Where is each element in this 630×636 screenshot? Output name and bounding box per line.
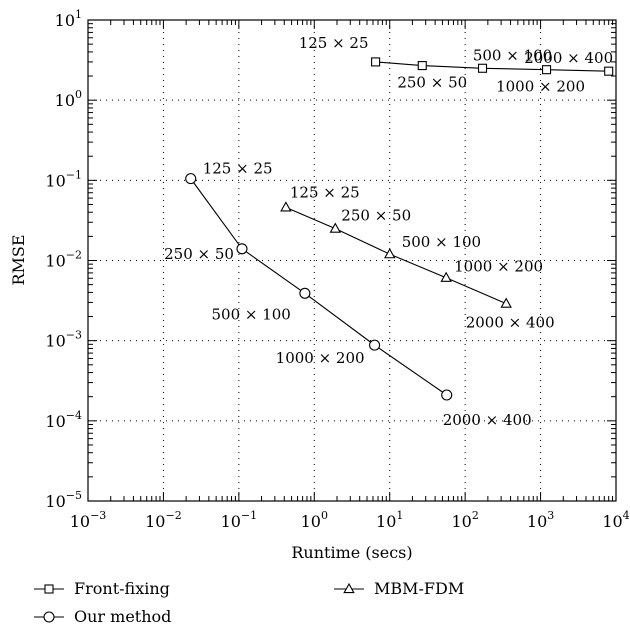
y-tick-label-exponent: −2: [66, 249, 82, 262]
y-tick-label: 10−5: [45, 489, 82, 511]
series-front-fixing: [371, 57, 614, 76]
legend-label: Our method: [74, 607, 171, 626]
y-tick-label: 10−4: [45, 409, 82, 431]
x-tick-label-exponent: 1: [396, 509, 403, 522]
point-label-our-method: 2000 × 400: [443, 411, 532, 429]
point-label-front-fixing: 125 × 25: [299, 34, 369, 52]
x-tick-label-exponent: 2: [472, 509, 479, 522]
legend-item-our-method: Our method: [34, 607, 171, 626]
x-tick-label-base: 10: [527, 512, 547, 531]
legend-item-mbm-fdm: MBM-FDM: [334, 579, 464, 598]
y-tick-label: 101: [55, 8, 82, 30]
y-tick-label-base: 10: [45, 492, 65, 511]
data-point-front-fixing: [604, 66, 614, 76]
y-tick-label: 10−3: [45, 329, 82, 351]
y-tick-label-exponent: −1: [66, 168, 82, 181]
y-tick-label-exponent: 1: [75, 8, 82, 21]
x-tick-label-base: 10: [145, 512, 165, 531]
x-tick-label-base: 10: [70, 512, 90, 531]
x-tick-label-exponent: 3: [547, 509, 554, 522]
legend: Front-fixing MBM-FDM Our method: [34, 579, 464, 626]
series-layer: [185, 57, 614, 401]
data-point-our-method: [441, 389, 453, 401]
legend-label: Front-fixing: [74, 579, 170, 598]
y-tick-label: 100: [55, 88, 82, 110]
point-label-mbm-fdm: 250 × 50: [341, 207, 411, 225]
x-tick-label: 103: [527, 509, 554, 531]
y-tick-label-base: 10: [55, 91, 75, 110]
x-tick-label: 10−1: [221, 509, 258, 531]
y-tick-label: 10−2: [45, 249, 82, 271]
y-tick-label-exponent: −5: [66, 489, 82, 502]
data-point-our-method: [299, 287, 311, 299]
x-tick-label-exponent: 4: [623, 509, 630, 522]
x-tick-label-exponent: −3: [90, 509, 106, 522]
data-point-front-fixing: [477, 63, 488, 73]
x-tick-label: 10−3: [70, 509, 107, 531]
y-tick-label-exponent: 0: [75, 88, 82, 101]
point-label-our-method: 1000 × 200: [276, 349, 365, 367]
point-label-our-method: 500 × 100: [211, 305, 290, 323]
x-tick-label-exponent: 0: [321, 509, 328, 522]
legend-marker-square: [44, 584, 54, 594]
data-point-front-fixing: [417, 61, 427, 71]
x-tick-label: 104: [602, 509, 629, 531]
legend-marker-circle: [43, 611, 55, 623]
point-label-mbm-fdm: 125 × 25: [290, 183, 360, 201]
data-point-our-method: [369, 339, 381, 351]
x-tick-label: 10−2: [145, 509, 182, 531]
x-axis-title: Runtime (secs): [291, 543, 412, 562]
data-point-our-method: [185, 173, 197, 185]
x-tick-label-base: 10: [451, 512, 471, 531]
data-point-mbm-fdm: [500, 297, 512, 308]
x-tick-labels: 10−3 10−2 10−1 100 101 102 103 104: [70, 509, 630, 531]
y-tick-label-base: 10: [45, 412, 65, 431]
y-tick-label-base: 10: [45, 332, 65, 351]
point-label-mbm-fdm: 1000 × 200: [454, 258, 543, 276]
y-tick-label: 10−1: [45, 168, 82, 190]
x-tick-label-base: 10: [301, 512, 321, 531]
point-label-mbm-fdm: 2000 × 400: [466, 314, 555, 332]
point-label-front-fixing: 1000 × 200: [496, 78, 585, 96]
point-label-our-method: 250 × 50: [164, 245, 234, 263]
point-label-front-fixing: 250 × 50: [397, 74, 467, 92]
data-point-front-fixing: [541, 65, 552, 75]
data-point-mbm-fdm: [383, 248, 396, 259]
x-tick-label-base: 10: [602, 512, 622, 531]
x-tick-label-base: 10: [221, 512, 241, 531]
point-labels: 125 × 25 250 × 50 500 × 100 1000 × 200 2000 …: [164, 34, 613, 429]
legend-label: MBM-FDM: [374, 579, 464, 598]
point-label-our-method: 125 × 25: [203, 160, 273, 178]
point-label-mbm-fdm: 500 × 100: [402, 233, 481, 251]
x-tick-label-exponent: −2: [165, 509, 181, 522]
x-tick-label-exponent: −1: [241, 509, 257, 522]
point-label-front-fixing: 2000 × 400: [524, 49, 613, 67]
legend-marker-triangle: [343, 582, 355, 594]
series-mbm-fdm: [280, 201, 512, 308]
grid-lines: [88, 20, 616, 501]
y-tick-label-base: 10: [55, 11, 75, 30]
y-tick-label-exponent: −4: [66, 409, 82, 422]
data-point-our-method: [236, 243, 248, 255]
series-our-method: [185, 173, 453, 401]
y-tick-label-exponent: −3: [66, 329, 82, 342]
data-point-front-fixing: [371, 57, 381, 67]
x-tick-label-base: 10: [376, 512, 396, 531]
legend-item-front-fixing: Front-fixing: [34, 579, 170, 598]
point-label-front-fixing: 500 × 100: [473, 46, 552, 64]
x-tick-label: 101: [376, 509, 403, 531]
plot-frame: [87, 19, 617, 502]
y-tick-label-base: 10: [45, 252, 65, 271]
y-tick-label-base: 10: [45, 171, 65, 190]
y-axis-title: RMSE: [9, 234, 28, 285]
data-point-mbm-fdm: [329, 222, 342, 233]
data-point-mbm-fdm: [280, 201, 292, 212]
x-tick-label: 102: [451, 509, 478, 531]
data-point-mbm-fdm: [440, 271, 452, 282]
axis-ticks: [87, 20, 617, 502]
x-tick-label: 100: [301, 509, 328, 531]
